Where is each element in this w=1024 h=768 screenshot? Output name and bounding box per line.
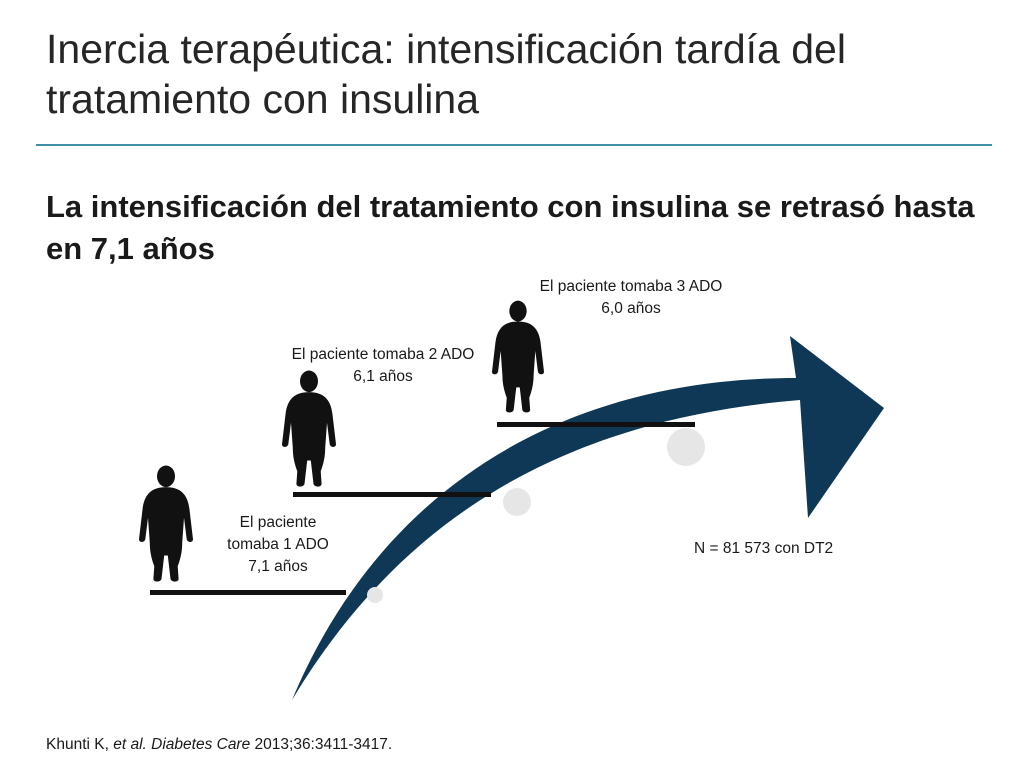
citation-journal: Diabetes Care [151, 736, 251, 753]
step-2-label: El paciente tomaba 2 ADO 6,1 años [291, 346, 475, 385]
title-divider [36, 144, 992, 146]
citation-authors: Khunti K, [46, 736, 109, 753]
citation: Khunti K, et al. Diabetes Care 2013;36:3… [46, 736, 392, 754]
step-line-3 [497, 422, 695, 427]
step-line-2 [293, 492, 491, 497]
sample-size-label: N = 81 573 con DT2 [694, 540, 834, 557]
slide-title: Inercia terapéutica: intensificación tar… [46, 26, 846, 122]
arrow-marker-small [367, 587, 383, 603]
arrow-marker-large [667, 428, 705, 466]
step-line-1 [150, 590, 346, 595]
person-silhouette-icon [139, 465, 193, 582]
slide-subtitle: La intensificación del tratamiento con i… [46, 189, 975, 266]
arrow-marker-medium [503, 488, 531, 516]
step-1-label: El paciente tomaba 1 ADO 7,1 años [227, 514, 329, 575]
citation-etal: et al. [113, 736, 147, 753]
step-3-label: El paciente tomaba 3 ADO 6,0 años [539, 278, 723, 317]
progress-arrow [292, 336, 884, 700]
citation-details: 2013;36:3411-3417. [254, 736, 393, 753]
